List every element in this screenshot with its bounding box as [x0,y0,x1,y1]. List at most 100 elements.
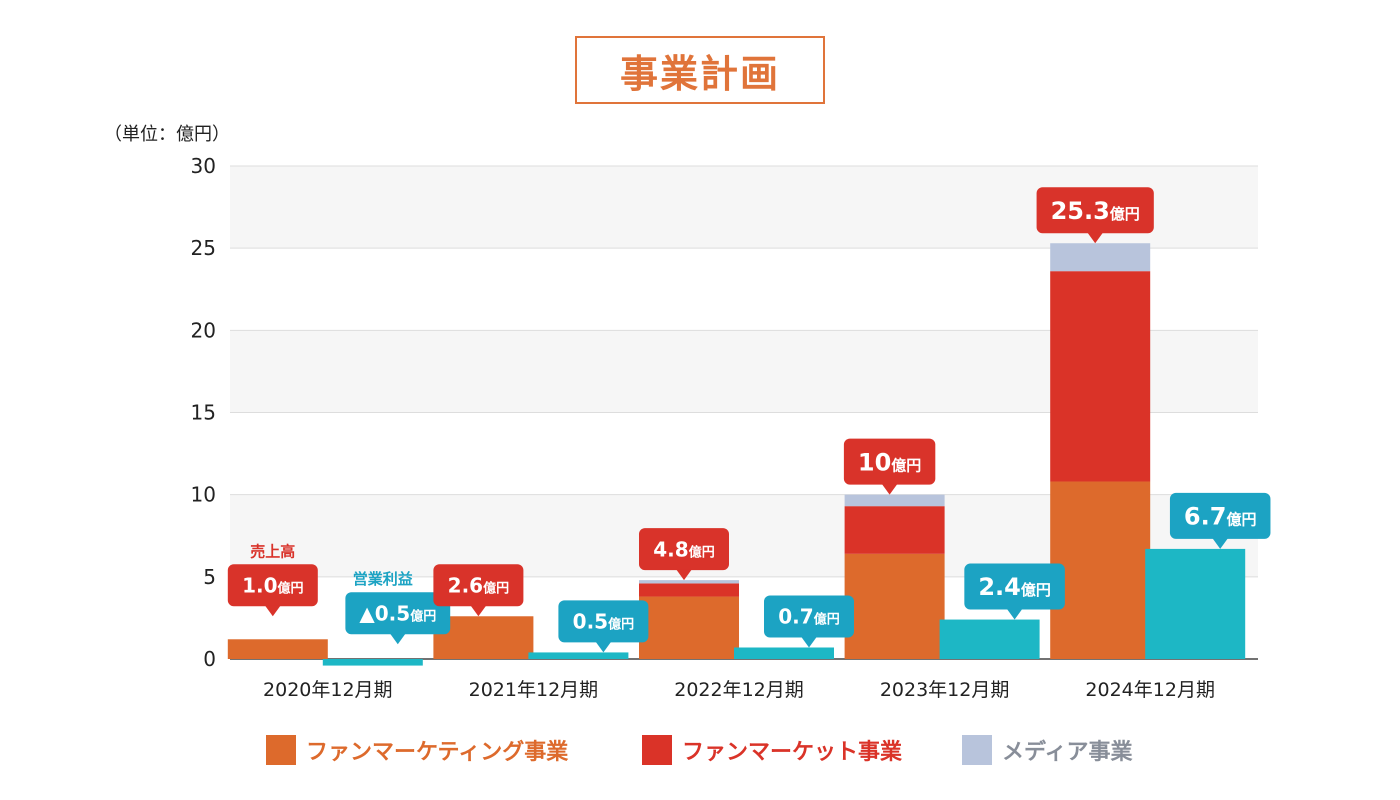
revenue-callout-2: 4.8億円 [639,528,729,581]
profit-callout-0-pointer [389,633,406,645]
y-axis-ticks: 0 5 10 15 20 25 30 [191,154,216,671]
profit-callout-2: 0.7億円 [764,595,854,648]
revenue-callout-1-pointer [470,605,487,617]
revenue-callout-0-box [227,564,318,607]
legend-item-media: メディア事業 [962,734,1132,766]
bar-media-3 [844,494,945,507]
profit-callout-3-unit: 億円 [1021,581,1051,599]
bar-profit-2 [734,647,834,659]
x-axis-labels: 2020年12月期 2021年12月期 2022年12月期 2023年12月期 2024… [263,679,1215,701]
bar-marketing-0 [227,639,328,659]
y-tick-label: 30 [191,154,216,178]
revenue-callout-2-value: 4.8 [653,537,688,561]
profit-callout-4-value: 6.7 [1184,503,1227,531]
legend-item-market: ファンマーケット事業 [642,734,902,766]
revenue-callout-3-unit: 億円 [891,456,921,474]
legend-label-market: ファンマーケット事業 [682,740,903,765]
bar-profit-4 [1145,548,1246,659]
profit-callout-2-box [764,595,854,638]
bars [227,243,1246,666]
revenue-callout-0-value: 1.0 [242,573,277,597]
revenue-callout-2-text: 4.8億円 [653,537,714,561]
x-tick-label: 2021年12月期 [469,679,599,701]
bar-profit-1 [528,652,629,659]
revenue-callout-0-pointer [264,605,281,617]
profit-callout-4: 6.7億円 [1169,492,1271,549]
legend-swatch-market [642,735,672,765]
profit-callout-3-text: 2.4億円 [978,573,1051,601]
revenue-callout-0-text: 1.0億円 [242,573,303,597]
x-tick-label: 2024年12月期 [1085,679,1215,701]
legend-item-marketing: ファンマーケティング事業 [266,734,568,766]
profit-callout-4-text: 6.7億円 [1184,503,1257,531]
profit-callout-3-pointer [1006,608,1023,620]
y-tick-label: 15 [191,401,216,425]
revenue-callout-3: 10億円 [843,438,936,495]
bar-profit-0 [322,659,423,666]
legend-label-marketing: ファンマーケティング事業 [306,740,569,765]
profit-callout-0-unit: 億円 [410,608,436,624]
revenue-callout-2-box [639,528,729,571]
revenue-callout-4-text: 25.3億円 [1051,197,1140,225]
profit-callout-2-pointer [801,636,817,648]
revenue-callout-1-text: 2.6億円 [448,573,509,597]
revenue-callout-1-box [433,564,524,607]
legend-swatch-media [962,735,992,765]
revenue-callout-1-value: 2.6 [448,573,483,597]
profit-callout-0: ▲0.5億円 [345,592,451,645]
profit-callout-0-box [345,592,451,635]
profit-callout-4-box [1169,492,1271,539]
profit-callout-1-unit: 億円 [608,617,634,633]
revenue-annotation: 売上高 [250,542,295,560]
revenue-callout-2-unit: 億円 [689,544,715,560]
y-tick-label: 0 [203,647,216,671]
profit-callout-2-unit: 億円 [814,612,840,628]
profit-callout-0-text: ▲0.5億円 [359,601,436,625]
profit-callout-4-unit: 億円 [1226,511,1256,529]
legend-swatch-marketing [266,735,296,765]
revenue-callout-1-unit: 億円 [483,580,509,596]
y-tick-label: 25 [191,236,216,260]
legend-label-media: メディア事業 [1002,740,1133,765]
profit-callout-3: 2.4億円 [964,563,1065,620]
page-title: 事業計画 [575,36,825,104]
bar-marketing-3 [844,553,945,659]
revenue-callout-4-pointer [1087,232,1104,244]
revenue-callout-4-unit: 億円 [1110,205,1140,223]
revenue-callout-4: 25.3億円 [1036,187,1154,244]
profit-callout-2-value: 0.7 [778,605,813,629]
profit-callout-1-pointer [595,641,612,653]
profit-callout-0-value: ▲0.5 [359,601,410,625]
bar-profit-3 [939,619,1040,659]
profit-callout-1: 0.5億円 [558,600,649,653]
revenue-callout-0: 1.0億円 [227,564,318,617]
y-tick-label: 5 [203,565,216,589]
revenue-callout-2-pointer [676,569,692,581]
revenue-callout-4-value: 25.3 [1051,197,1110,225]
profit-callout-2-text: 0.7億円 [778,605,839,629]
bar-media-4 [1050,243,1151,272]
bar-media-2 [639,580,739,584]
y-tick-label: 10 [191,483,216,507]
x-tick-label: 2022年12月期 [674,679,804,701]
bar-marketing-4 [1050,481,1151,659]
revenue-callout-3-text: 10億円 [858,448,921,476]
revenue-callout-1: 2.6億円 [433,564,524,617]
revenue-callout-3-value: 10 [858,448,891,476]
x-tick-label: 2023年12月期 [880,679,1010,701]
x-tick-label: 2020年12月期 [263,679,393,701]
revenue-callout-4-box [1036,187,1154,234]
unit-label: （単位：億円） [104,124,230,145]
profit-callout-1-value: 0.5 [573,610,608,634]
y-tick-label: 20 [191,318,216,342]
bar-market-2 [639,583,739,597]
bar-market-4 [1050,271,1151,482]
profit-callout-4-pointer [1212,537,1229,549]
profit-callout-3-box [964,563,1065,610]
bar-marketing-2 [639,596,739,659]
bar-market-3 [844,506,945,554]
revenue-callout-3-pointer [881,483,898,495]
profit-callout-1-text: 0.5億円 [573,610,634,634]
